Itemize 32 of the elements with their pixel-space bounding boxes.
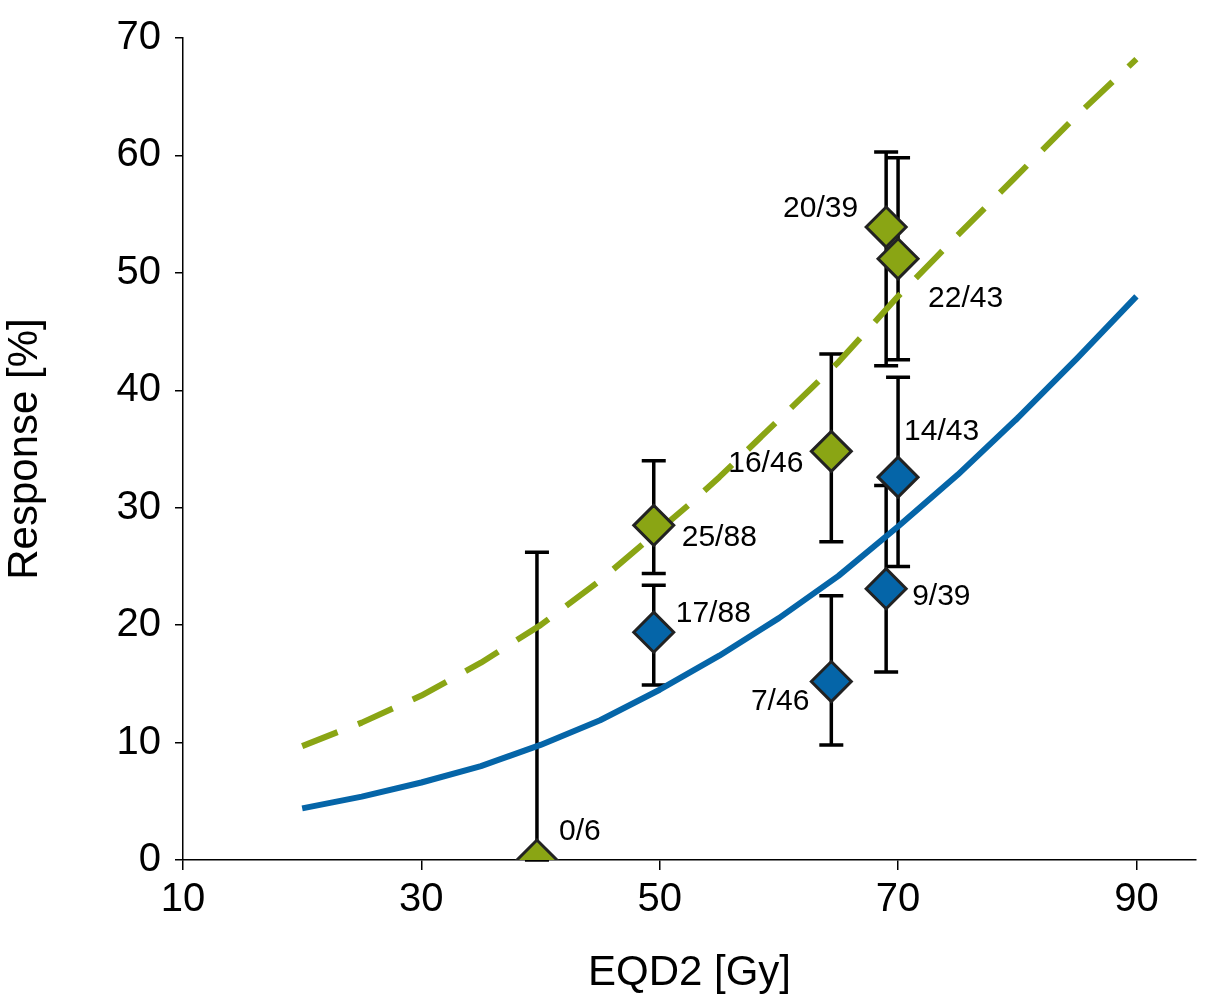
point: [876, 455, 920, 499]
y-axis-title: Response [%]: [0, 318, 46, 580]
annotation: 17/88: [675, 595, 751, 629]
y-tick-label: 70: [116, 13, 161, 58]
point: [864, 205, 908, 249]
y-tick-label: 60: [116, 130, 161, 175]
annotation: 14/43: [904, 413, 980, 447]
annotation: 16/46: [728, 444, 804, 478]
annotation: 0/6: [558, 813, 601, 847]
y-tick-label: 30: [116, 482, 161, 527]
y-tick-label: 40: [116, 365, 161, 410]
x-tick-label: 30: [399, 875, 444, 920]
x-tick-label: 70: [875, 875, 921, 920]
annotation: 25/88: [681, 518, 757, 552]
point: [809, 429, 853, 473]
x-tick-label: 10: [160, 875, 206, 920]
y-tick-label: 0: [138, 835, 161, 880]
y-tick-label: 50: [116, 247, 161, 292]
point: [809, 660, 853, 704]
x-tick-label: 90: [1114, 875, 1159, 920]
point: [864, 567, 908, 611]
point: [632, 610, 676, 654]
x-tick-label: 50: [637, 875, 682, 920]
point: [876, 237, 920, 281]
annotation: 7/46: [750, 682, 810, 716]
annotation: 20/39: [783, 190, 859, 224]
y-tick-label: 20: [116, 600, 161, 645]
y-tick-label: 10: [116, 717, 161, 762]
annotation: 22/43: [928, 280, 1004, 314]
x-axis-title: EQD2 [Gy]: [587, 947, 792, 995]
point: [632, 503, 676, 547]
annotation: 9/39: [912, 578, 971, 612]
